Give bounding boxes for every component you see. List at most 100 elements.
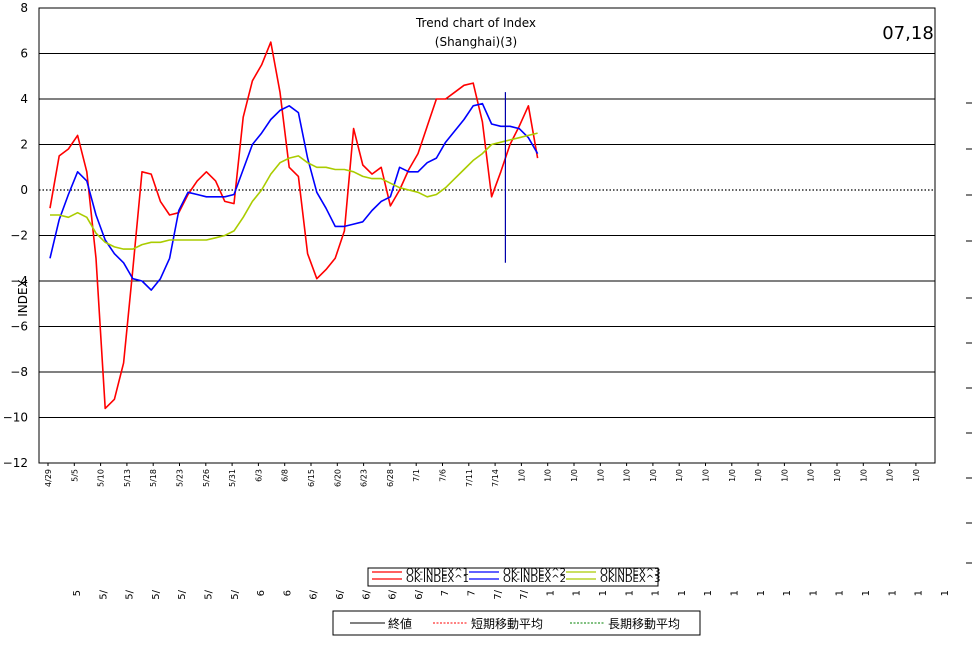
y-tick-label: 6 bbox=[20, 47, 28, 61]
y-tick-label: −12 bbox=[3, 456, 28, 470]
x-tick-label: 6/23 bbox=[360, 469, 369, 487]
y-tick-label: −2 bbox=[10, 229, 28, 243]
x-ghost-label: 1 bbox=[782, 590, 793, 596]
x-tick-label: 1/0 bbox=[754, 469, 763, 482]
x-ghost-label: 7/ bbox=[493, 589, 504, 599]
x-ghost-label: 1 bbox=[598, 590, 609, 596]
x-tick-label: 1/0 bbox=[728, 469, 737, 482]
x-ghost-label: 5/ bbox=[151, 589, 162, 599]
x-tick-label: 5/13 bbox=[123, 469, 132, 487]
series-line bbox=[49, 102, 539, 291]
x-ghost-label: 1 bbox=[835, 590, 846, 596]
x-ghost-label: 5/ bbox=[230, 589, 241, 599]
x-tick-label: 1/0 bbox=[649, 469, 658, 482]
x-tick-label: 5/18 bbox=[149, 469, 158, 487]
x-tick-label: 1/0 bbox=[623, 469, 632, 482]
grid bbox=[38, 7, 936, 464]
x-tick-label: 1/0 bbox=[859, 469, 868, 482]
x-tick-label: 1/0 bbox=[780, 469, 789, 482]
series-line bbox=[50, 132, 538, 250]
x-tick-label: 7/11 bbox=[465, 469, 474, 487]
x-tick-label: 6/15 bbox=[307, 469, 316, 487]
x-ghost-label: 6 bbox=[256, 590, 267, 596]
y-tick-label: 4 bbox=[20, 92, 28, 106]
legend2-label: 短期移動平均 bbox=[471, 617, 543, 631]
x-tick-label: 5/31 bbox=[228, 469, 237, 487]
x-tick-label: 6/3 bbox=[254, 469, 263, 482]
x-tick-label: 1/0 bbox=[702, 469, 711, 482]
x-tick-label: 1/0 bbox=[833, 469, 842, 482]
code-label: 07,18 bbox=[882, 23, 934, 44]
y-tick-label: −10 bbox=[3, 411, 28, 425]
legend-label: OK-INDEX^2 bbox=[503, 574, 566, 585]
x-ghost-label: 6/ bbox=[309, 589, 320, 599]
x-ghost-label: 1 bbox=[940, 590, 951, 596]
x-ghost-label: 1 bbox=[572, 590, 583, 596]
x-tick-label: 1/0 bbox=[570, 469, 579, 482]
legend2-label: 終値 bbox=[388, 616, 412, 631]
x-ghost-label: 7/ bbox=[519, 589, 530, 599]
x-axis-ghost-labels: 5 5/5/5/5/5/5/6 6 6/6/6/6/6/7 7 7/7/1 1 1 1 1 1 1 1 1… bbox=[72, 589, 951, 599]
x-ghost-label: 1 bbox=[808, 590, 819, 596]
x-tick-label: 1/0 bbox=[912, 469, 921, 482]
x-tick-label: 6/20 bbox=[333, 469, 342, 487]
x-ghost-label: 1 bbox=[861, 590, 872, 596]
x-ghost-label: 6/ bbox=[335, 589, 346, 599]
x-tick-label: 4/29 bbox=[44, 469, 53, 487]
x-tick-label: 5/26 bbox=[202, 469, 211, 487]
x-tick-label: 7/14 bbox=[491, 469, 500, 487]
x-tick-label: 7/6 bbox=[439, 469, 448, 482]
x-tick-label: 6/8 bbox=[281, 469, 290, 482]
legend-moving-average: 終値 短期移動平均 長期移動平均 bbox=[332, 610, 701, 636]
legend-label: OK-INDEX^2 bbox=[503, 567, 566, 578]
x-tick-label: 7/1 bbox=[412, 469, 421, 482]
x-axis: 4/29 5/5 5/10 5/13 5/18 5/23 5/26 5/31 6/3 6/8 6/1… bbox=[44, 463, 921, 487]
x-ghost-label: 6/ bbox=[361, 589, 372, 599]
x-ghost-label: 1 bbox=[651, 590, 662, 596]
x-ghost-label: 5/ bbox=[177, 589, 188, 599]
legend2-label: 長期移動平均 bbox=[608, 617, 680, 631]
x-tick-label: 1/0 bbox=[807, 469, 816, 482]
x-tick-label: 1/0 bbox=[544, 469, 553, 482]
x-ghost-label: 6/ bbox=[414, 589, 425, 599]
chart-title: Trend chart of Index bbox=[415, 16, 536, 30]
y-tick-label: 2 bbox=[20, 138, 28, 152]
right-tick-marks bbox=[966, 102, 972, 564]
x-ghost-label: 5 bbox=[72, 590, 83, 596]
y-tick-label: −8 bbox=[10, 365, 28, 379]
y-axis-label: INDEX bbox=[16, 279, 30, 317]
x-ghost-label: 5/ bbox=[98, 589, 109, 599]
x-ghost-label: 5/ bbox=[125, 589, 136, 599]
x-ghost-label: 1 bbox=[887, 590, 898, 596]
x-ghost-label: 1 bbox=[703, 590, 714, 596]
x-tick-label: 1/0 bbox=[596, 469, 605, 482]
x-tick-label: 1/0 bbox=[517, 469, 526, 482]
x-ghost-label: 5/ bbox=[204, 589, 215, 599]
x-ghost-label: 7 bbox=[440, 590, 451, 596]
x-ghost-label: 1 bbox=[756, 590, 767, 596]
legend-label: OK-INDEX^1 bbox=[406, 574, 469, 585]
x-ghost-label: 1 bbox=[730, 590, 741, 596]
x-ghost-label: 6 bbox=[282, 590, 293, 596]
x-ghost-label: 1 bbox=[677, 590, 688, 596]
x-tick-label: 5/23 bbox=[176, 469, 185, 487]
chart-subtitle: (Shanghai)(3) bbox=[435, 35, 517, 49]
series-line bbox=[49, 41, 539, 410]
x-tick-label: 6/28 bbox=[386, 469, 395, 487]
legend-label: OKINDEX^3 bbox=[600, 574, 660, 585]
x-ghost-label: 1 bbox=[624, 590, 635, 596]
series-lines bbox=[49, 41, 539, 410]
legend-label: OK-INDEX^1 bbox=[406, 567, 469, 578]
y-tick-label: −6 bbox=[10, 320, 28, 334]
x-ghost-label: 1 bbox=[545, 590, 556, 596]
legend: OK-INDEX^1 OK-INDEX^2 OKINDEX^3 OK-INDEX^1 O… bbox=[367, 567, 660, 587]
x-tick-label: 1/0 bbox=[675, 469, 684, 482]
y-tick-label: 0 bbox=[20, 183, 28, 197]
x-ghost-label: 6/ bbox=[388, 589, 399, 599]
x-ghost-label: 1 bbox=[914, 590, 925, 596]
legend-label: OKINDEX^3 bbox=[600, 567, 660, 578]
x-tick-label: 5/5 bbox=[70, 469, 79, 482]
x-tick-label: 5/10 bbox=[97, 469, 106, 487]
y-tick-label: 8 bbox=[20, 1, 28, 15]
